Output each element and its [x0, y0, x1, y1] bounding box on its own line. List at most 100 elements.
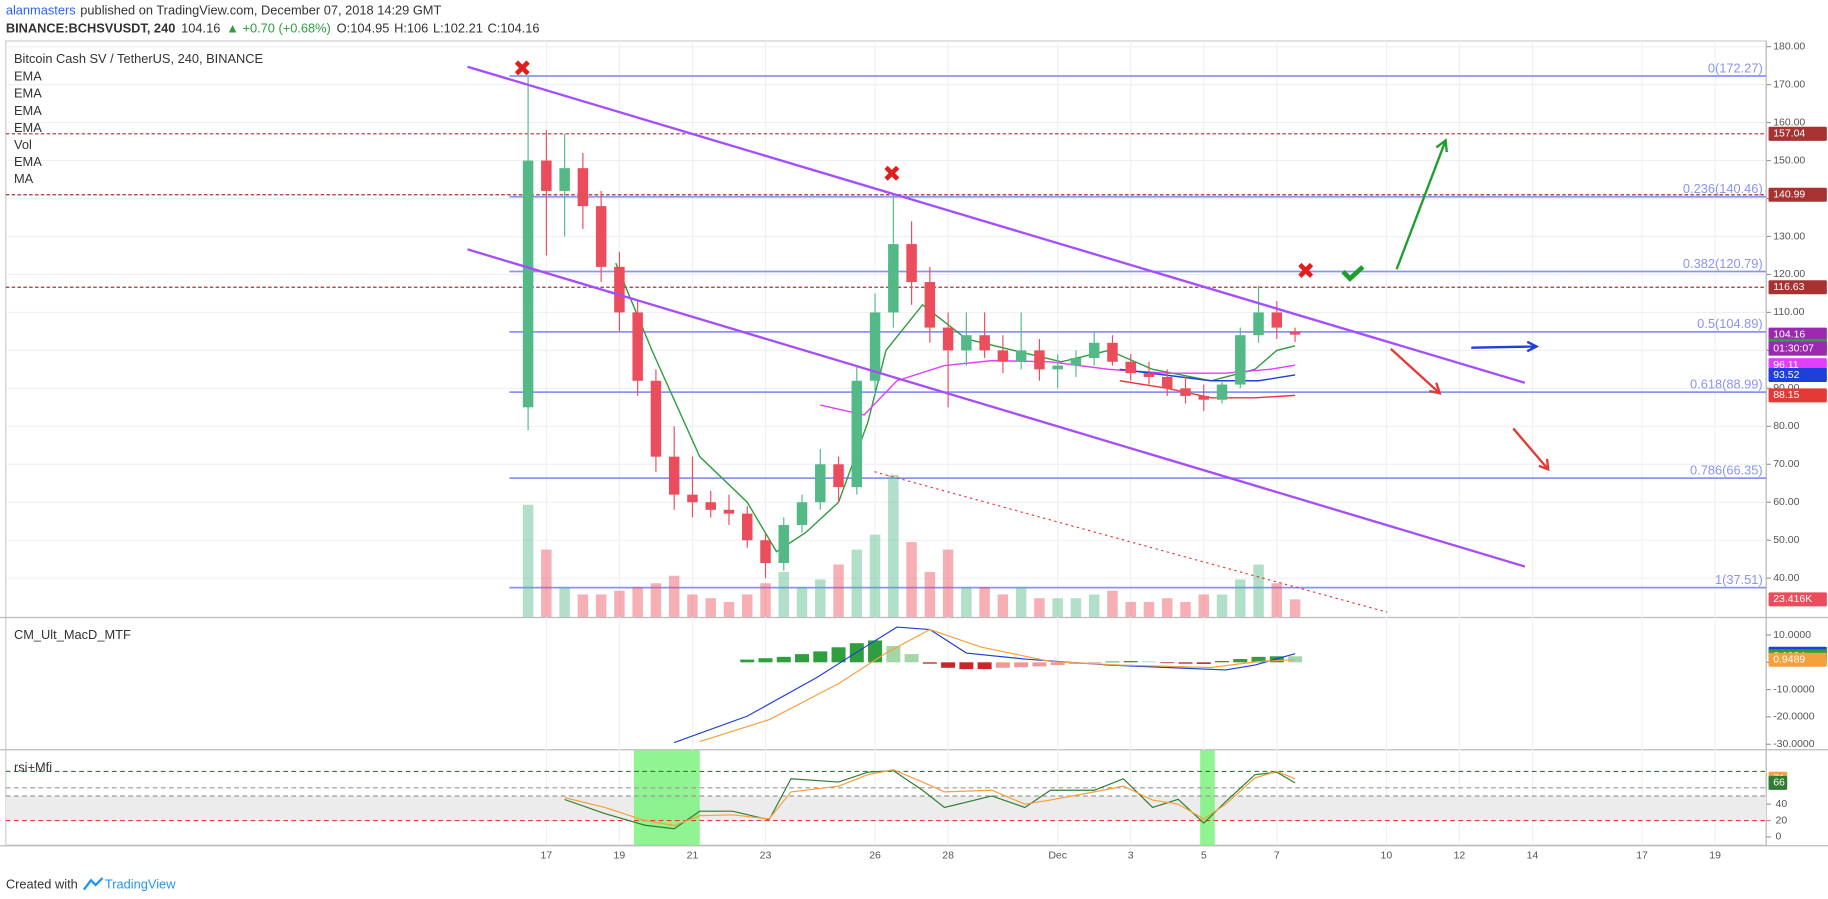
- y-tick-label: 160.00: [1773, 116, 1805, 128]
- candle-body: [723, 509, 735, 514]
- footer-brand[interactable]: TradingView: [105, 876, 176, 891]
- candle-body: [924, 282, 936, 328]
- volume-bar: [1216, 594, 1228, 617]
- fib-label: 0(172.27): [1708, 60, 1763, 75]
- macd-title: CM_Ult_MacD_MTF: [14, 627, 131, 642]
- candle-body: [997, 350, 1009, 362]
- y-tick-label: 0: [1776, 831, 1782, 843]
- fib-label: 0.5(104.89): [1697, 316, 1763, 331]
- volume-bar: [888, 474, 899, 617]
- header-line: alanmasters published on TradingView.com,…: [6, 3, 442, 18]
- volume-bar: [1198, 594, 1210, 617]
- macd-hist-bar: [1050, 662, 1065, 666]
- macd-hist-bar: [1215, 660, 1230, 663]
- x-tick-label: 28: [942, 849, 954, 861]
- macd-hist-bar: [795, 654, 810, 663]
- macd-hist-bar: [1087, 662, 1102, 664]
- x-tick-label: 12: [1454, 849, 1466, 861]
- indicator-label: Vol: [14, 137, 32, 152]
- y-tick-label: 20: [1776, 814, 1788, 826]
- indicator-label: EMA: [14, 69, 42, 84]
- x-tick-label: 21: [687, 849, 699, 861]
- fib-label: 0.618(88.99): [1690, 377, 1763, 392]
- volume-bar: [668, 575, 680, 617]
- arrow: [1390, 347, 1442, 395]
- candle-body: [577, 168, 589, 207]
- high: 106: [407, 21, 428, 36]
- macd-line: [673, 626, 1296, 744]
- axis-tag-label: 93.52: [1773, 369, 1799, 381]
- candle-body: [522, 160, 534, 408]
- y-tick-label: 40.00: [1773, 572, 1799, 584]
- axis-tag: [1768, 367, 1827, 383]
- volume-bar: [760, 583, 771, 617]
- candle-body: [888, 244, 899, 313]
- candle-body: [906, 244, 917, 283]
- volume-bar: [1253, 564, 1264, 617]
- x-tick-label: 23: [760, 849, 772, 861]
- volume-bar: [1289, 599, 1301, 617]
- y-tick-label: 170.00: [1773, 78, 1805, 90]
- author[interactable]: alanmasters: [6, 3, 76, 18]
- ema-line: [1119, 380, 1296, 399]
- fib-label: 1(37.51): [1715, 572, 1763, 587]
- volume-bar: [723, 601, 735, 617]
- y-tick-label: 50.00: [1773, 534, 1799, 546]
- candle-body: [1253, 312, 1264, 336]
- logo: [83, 877, 104, 891]
- y-tick-label: 110.00: [1773, 306, 1804, 318]
- volume-bar: [1052, 598, 1063, 617]
- macd-hist-bar: [1123, 660, 1138, 663]
- c-label: C:: [488, 21, 501, 36]
- axis-tag-label: 140.99: [1773, 189, 1805, 201]
- candle-body: [961, 335, 972, 351]
- indicator-label: MA: [14, 171, 34, 186]
- indicator-label: EMA: [14, 154, 42, 169]
- macd-hist-bar: [740, 659, 755, 663]
- volume-bar: [961, 586, 972, 617]
- candle-body: [1161, 376, 1173, 389]
- macd-hist-bar: [904, 654, 919, 663]
- axis-tag: [1768, 388, 1827, 403]
- rsi-line: [564, 769, 1296, 827]
- volume-bar: [1107, 590, 1118, 617]
- symbol-line: BINANCE:BCHSVUSDT, 240 104.16 ▲ +0.70 (+0.…: [6, 21, 540, 36]
- indicator-label: EMA: [14, 103, 42, 118]
- candle-body: [833, 464, 844, 488]
- x-tick-label: 17: [541, 849, 553, 861]
- cross: [514, 60, 530, 76]
- macd-hist-bar: [831, 647, 846, 663]
- fib-label: 0.786(66.35): [1690, 462, 1763, 477]
- y-tick-label: 150.00: [1773, 154, 1805, 166]
- macd-hist-bar: [1032, 662, 1047, 667]
- rsi-highlight: [1200, 750, 1215, 846]
- chart-title: Bitcoin Cash SV / TetherUS, 240, BINANCE: [14, 51, 264, 66]
- x-tick-label: 19: [1709, 849, 1721, 861]
- macd-hist-bar: [922, 662, 937, 664]
- candle-body: [705, 502, 716, 510]
- candle-body: [1180, 388, 1191, 396]
- x-tick-label: 19: [614, 849, 626, 861]
- trend-line: [467, 65, 1526, 384]
- y-tick-label: -20.0000: [1773, 711, 1815, 723]
- volume-bar: [1125, 601, 1136, 617]
- axis-tag-label: 116.63: [1773, 281, 1804, 293]
- volume-bar: [924, 572, 936, 617]
- macd-hist-bar: [941, 662, 956, 668]
- o-label: O:: [337, 21, 351, 36]
- rsi-title: rsi+Mfi: [14, 759, 52, 774]
- macd-hist-bar: [995, 662, 1010, 668]
- y-tick-label: -30.0000: [1773, 738, 1815, 750]
- volume-bar: [577, 594, 589, 617]
- volume-bar: [1161, 598, 1173, 617]
- volume-bar: [1070, 598, 1082, 617]
- macd-hist-bar: [813, 651, 828, 663]
- indicator-label: EMA: [14, 120, 42, 135]
- candle-body: [632, 312, 643, 381]
- last: 104.16: [181, 21, 220, 36]
- low: 102.21: [444, 21, 483, 36]
- indicator-label: EMA: [14, 86, 42, 101]
- axis-tag-label: 88.15: [1773, 389, 1799, 401]
